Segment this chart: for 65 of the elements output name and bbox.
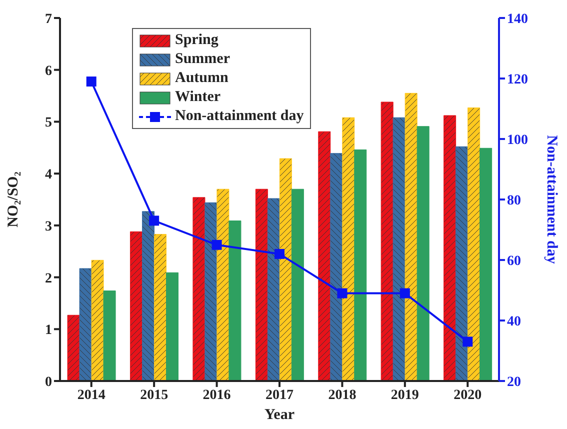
y-tick-label: 2 <box>45 271 52 286</box>
y2-tick-label: 60 <box>507 254 521 269</box>
bar <box>456 146 468 381</box>
bar <box>392 117 406 381</box>
point <box>149 216 160 226</box>
bar <box>468 107 480 381</box>
point <box>400 288 410 298</box>
bar <box>342 117 355 381</box>
bar <box>103 290 116 381</box>
x-tick-label: 2020 <box>454 388 482 403</box>
legend-label: Autumn <box>175 69 228 88</box>
legend-label: Spring <box>175 31 218 50</box>
y-tick-label: 3 <box>45 219 52 234</box>
y2-tick-label: 100 <box>507 132 528 148</box>
y-tick-label: 4 <box>45 168 52 183</box>
bar <box>480 148 492 381</box>
bar <box>444 115 456 381</box>
bar <box>67 314 80 381</box>
y2-tick-label: 20 <box>507 374 521 390</box>
x-tick-label: 2017 <box>266 388 294 403</box>
point <box>337 288 348 298</box>
bar <box>255 188 268 381</box>
x-axis-title: Year <box>264 407 295 423</box>
x-tick-label: 2016 <box>202 388 231 403</box>
y2-tick-label: 120 <box>507 72 528 88</box>
bar <box>142 211 154 381</box>
bar <box>130 231 142 381</box>
bar <box>154 234 166 381</box>
y-tick-label: 1 <box>45 323 52 338</box>
y-tick-label: 7 <box>45 12 52 27</box>
point <box>462 336 473 347</box>
legend-label: Winter <box>175 88 221 107</box>
x-tick-label: 2018 <box>328 388 356 403</box>
legend-label: Summer <box>175 50 230 69</box>
y2-tick-label: 140 <box>507 12 528 27</box>
x-tick-label: 2015 <box>140 388 168 403</box>
bar <box>91 260 104 381</box>
point <box>212 240 222 250</box>
bar <box>380 102 394 381</box>
point <box>274 248 284 259</box>
bar <box>354 149 367 381</box>
bar <box>291 188 304 381</box>
y2-axis-title: Non-attainment day <box>544 135 560 264</box>
bar <box>279 158 292 381</box>
bar <box>330 153 343 381</box>
x-tick-label: 2014 <box>77 388 106 403</box>
y-tick-label: 0 <box>45 374 52 390</box>
point <box>86 76 96 87</box>
bar <box>192 197 206 381</box>
legend-label: Non-attainment day <box>175 107 304 126</box>
bar <box>204 202 218 381</box>
bar <box>216 188 230 381</box>
bar <box>166 272 178 381</box>
bar <box>318 131 331 381</box>
bar <box>79 268 92 381</box>
y2-tick-label: 40 <box>507 314 521 330</box>
bar <box>267 198 280 381</box>
y2-tick-label: 80 <box>507 193 521 208</box>
bar <box>404 92 418 381</box>
bar <box>416 126 430 381</box>
y-tick-label: 5 <box>45 116 52 131</box>
x-tick-label: 2019 <box>390 388 419 403</box>
y-axis-title: NO₂/SO₂ <box>5 171 22 228</box>
bar <box>228 220 242 381</box>
y-tick-label: 6 <box>45 64 52 79</box>
